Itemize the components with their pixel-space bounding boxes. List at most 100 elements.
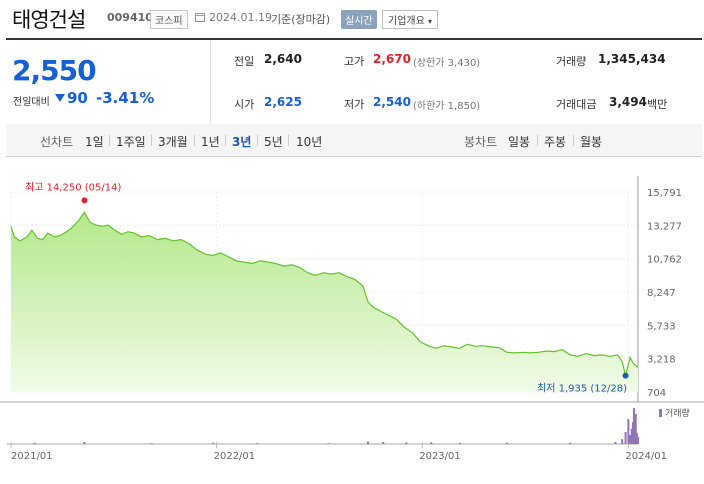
volume-bar	[637, 436, 639, 444]
tab-separator	[537, 135, 538, 146]
candle-chart-label: 봉차트	[464, 135, 498, 149]
volume-bar	[382, 442, 385, 444]
stat-label-low: 저가	[344, 98, 365, 111]
annotations: 최고 14,250 (05/14) 최저 1,935 (12/28)	[25, 181, 629, 395]
stat-label-prev-close: 전일	[234, 55, 255, 68]
tab-1-week[interactable]: 1주일	[116, 135, 146, 149]
stat-value-low: 2,540	[373, 95, 411, 109]
change-rate: -3.41%	[96, 89, 155, 107]
company-info-label: 기업개요	[388, 16, 425, 27]
stat-value-high: 2,670	[373, 52, 411, 66]
y-tick-label: 3,218	[647, 355, 676, 366]
stat-label-open: 시가	[234, 98, 255, 111]
stat-value-trade-value: 3,494	[609, 95, 647, 109]
volume-bar	[634, 414, 637, 444]
volume-bar	[505, 442, 508, 444]
volume-bar	[212, 442, 215, 444]
volume-bar	[150, 443, 153, 444]
stat-value-open: 2,625	[264, 95, 302, 109]
tab-separator	[109, 135, 110, 146]
tab-5-years[interactable]: 5년	[264, 135, 283, 149]
y-tick-label: 704	[647, 388, 666, 399]
down-triangle-icon	[55, 94, 65, 102]
volume-bar	[621, 439, 624, 444]
x-axis-labels: 2021/01 2022/01 2023/01 2024/01	[11, 451, 667, 462]
tab-1-day[interactable]: 1일	[85, 135, 104, 149]
stat-value-prev-close: 2,640	[264, 52, 302, 66]
chart-tab-bar	[6, 124, 702, 157]
volume-bar	[327, 443, 330, 444]
volume-legend-swatch	[659, 409, 662, 417]
tab-separator	[573, 135, 574, 146]
volume-bars	[33, 408, 639, 444]
tab-1-year[interactable]: 1년	[201, 135, 220, 149]
x-tick-label: 2022/01	[214, 451, 256, 462]
price-area	[11, 212, 638, 392]
x-tick-label: 2024/01	[625, 451, 667, 462]
y-tick-label: 15,791	[647, 188, 682, 199]
stat-label-volume: 거래량	[556, 55, 587, 68]
stat-label-trade-value: 거래대금	[556, 98, 597, 111]
tab-monthly-candle[interactable]: 월봉	[580, 135, 603, 149]
low-point-marker	[622, 372, 629, 379]
tab-separator	[225, 135, 226, 146]
x-tick-label: 2021/01	[11, 451, 53, 462]
stock-code: 009410	[107, 11, 153, 24]
stock-header: 태영건설 009410 코스피 2024.01.19 기준(장마감) 실시간 기…	[0, 0, 704, 38]
volume-bar	[33, 442, 36, 444]
price-line	[10, 211, 639, 376]
volume-legend-label: 거래량	[665, 407, 690, 419]
tab-3-years[interactable]: 3년	[232, 135, 252, 149]
high-annotation: 최고 14,250 (05/14)	[25, 181, 121, 193]
volume-bar	[430, 442, 433, 444]
chevron-down-icon: ▾	[428, 17, 433, 26]
tab-3-months[interactable]: 3개월	[158, 135, 188, 149]
stat-label-high: 고가	[344, 55, 365, 68]
realtime-badge[interactable]: 실시간	[341, 10, 377, 29]
tab-10-years[interactable]: 10년	[296, 135, 323, 149]
change-label: 전일대비	[13, 97, 50, 108]
tab-separator	[151, 135, 152, 146]
volume-bar	[614, 442, 617, 444]
volume-bar	[624, 432, 627, 444]
tab-daily-candle[interactable]: 일봉	[508, 135, 531, 149]
low-annotation: 최저 1,935 (12/28)	[537, 383, 627, 395]
volume-bar	[635, 432, 638, 444]
stat-sub-upper-limit: (상한가 3,430)	[413, 58, 481, 69]
tab-separator	[288, 135, 289, 146]
y-axis-labels: 15,791 13,277 10,762 8,247 5,733 3,218 704	[647, 188, 682, 399]
current-price: 2,550	[12, 54, 97, 87]
y-tick-label: 5,733	[647, 321, 676, 332]
y-tick-label: 13,277	[647, 221, 682, 232]
y-tick-label: 10,762	[647, 255, 682, 266]
high-point-marker	[81, 197, 88, 204]
volume-bar	[83, 442, 86, 444]
stock-name: 태영건설	[12, 8, 86, 32]
tab-separator	[194, 135, 195, 146]
company-info-button[interactable]: 기업개요 ▾	[382, 10, 439, 29]
stat-sub-lower-limit: (하한가 1,850)	[413, 101, 481, 112]
line-chart-label: 선차트	[40, 135, 74, 149]
volume-bar	[633, 408, 636, 444]
volume-bar	[405, 442, 408, 444]
volume-bar	[569, 442, 572, 444]
calendar-icon	[195, 13, 205, 22]
volume-bar	[255, 443, 258, 444]
volume-bar	[366, 441, 369, 444]
volume-bar	[630, 428, 633, 444]
market-badge: 코스피	[150, 10, 188, 29]
volume-grid	[0, 401, 704, 448]
price-chart: 15,791 13,277 10,762 8,247 5,733 3,218 704 202…	[0, 176, 704, 462]
quote-date: 2024.01.19	[209, 11, 272, 24]
tab-weekly-candle[interactable]: 주봉	[544, 135, 567, 149]
volume-bar	[459, 442, 462, 444]
volume-bar	[627, 419, 630, 444]
x-tick-label: 2023/01	[419, 451, 461, 462]
volume-bar	[631, 422, 634, 444]
tab-separator	[257, 135, 258, 146]
volume-bar	[629, 435, 632, 444]
change-value: 90	[67, 89, 88, 107]
y-tick-label: 8,247	[647, 288, 676, 299]
stat-unit-trade-value: 백만	[647, 98, 668, 111]
divider	[210, 40, 211, 124]
